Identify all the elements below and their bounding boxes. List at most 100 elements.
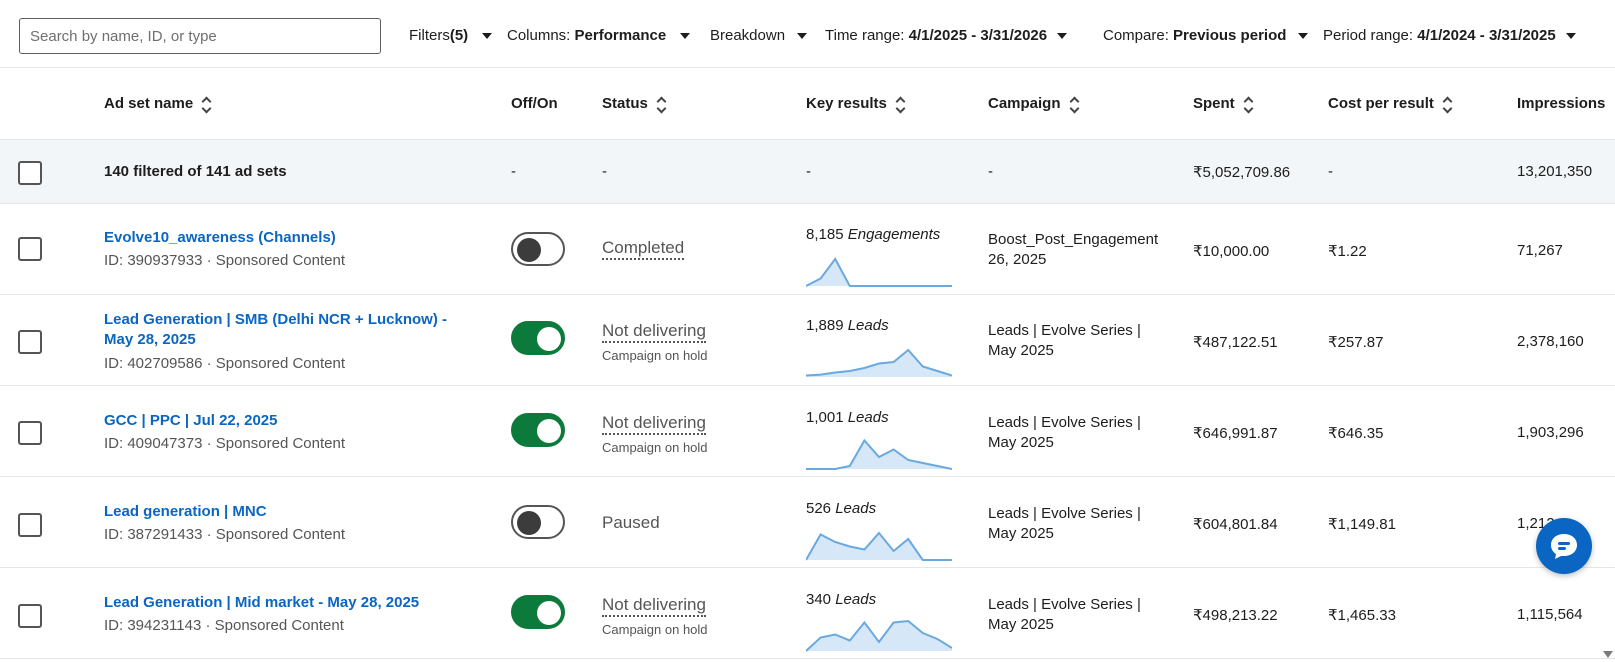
key-results-value: 8,185 Engagements — [806, 226, 940, 243]
status-text[interactable]: Not delivering — [602, 595, 706, 617]
time-range-value: 4/1/2025 - 3/31/2026 — [908, 27, 1048, 44]
ad-set-name-link[interactable]: Lead Generation | SMB (Delhi NCR + Luckn… — [104, 311, 447, 348]
spent-value: ₹487,122.51 — [1193, 334, 1278, 351]
ad-set-name-link[interactable]: GCC | PPC | Jul 22, 2025 — [104, 412, 278, 429]
column-header-ad-set-name[interactable]: Ad set name — [104, 95, 212, 114]
compare-label: Compare: — [1103, 27, 1169, 44]
sort-chevrons-icon — [895, 95, 906, 114]
sparkline-line — [806, 619, 952, 652]
key-results-value: 340 Leads — [806, 591, 876, 608]
key-results-value: 1,889 Leads — [806, 317, 889, 334]
summary-cost-per-result: - — [1328, 163, 1333, 180]
table-row[interactable]: Lead Generation | SMB (Delhi NCR + Luckn… — [0, 295, 1615, 386]
campaign-name: Leads | Evolve Series | May 2025 — [988, 322, 1141, 359]
table-row[interactable]: Lead Generation | Mid market - May 28, 2… — [0, 568, 1615, 659]
scroll-down-arrow-icon[interactable] — [1603, 651, 1613, 658]
column-header-key-results[interactable]: Key results — [806, 95, 906, 114]
key-results-number: 1,889 — [806, 317, 844, 334]
columns-value: Performance — [574, 27, 667, 44]
row-checkbox[interactable] — [18, 513, 42, 537]
toggle-knob — [537, 419, 561, 443]
column-header-impressions[interactable]: Impressions — [1517, 95, 1605, 112]
row-checkbox[interactable] — [18, 330, 42, 354]
status-text: Paused — [602, 513, 660, 532]
status-text[interactable]: Completed — [602, 238, 685, 260]
ad-set-toggle[interactable] — [511, 595, 565, 629]
filters-count: (5) — [449, 27, 469, 44]
ad-set-toggle[interactable] — [511, 232, 565, 266]
impressions-value: 1,903,296 — [1517, 424, 1584, 441]
cost-per-result-value: ₹1.22 — [1328, 243, 1367, 260]
ad-set-name-link[interactable]: Lead generation | MNC — [104, 503, 267, 520]
row-checkbox[interactable] — [18, 421, 42, 445]
column-header-status[interactable]: Status — [602, 95, 667, 114]
ad-set-name-link[interactable]: Lead Generation | Mid market - May 28, 2… — [104, 594, 420, 611]
period-range-dropdown[interactable]: Period range: 4/1/2024 - 3/31/2025 — [1323, 27, 1576, 44]
column-label: Status — [602, 95, 648, 112]
columns-dropdown[interactable]: Columns: Performance — [507, 27, 691, 44]
status-text[interactable]: Not delivering — [602, 413, 706, 435]
caret-down-icon — [1565, 32, 1576, 39]
breakdown-dropdown[interactable]: Breakdown — [710, 27, 808, 44]
toggle-knob — [537, 327, 561, 351]
key-results-number: 8,185 — [806, 226, 844, 243]
summary-label: 140 filtered of 141 ad sets — [104, 163, 287, 180]
chat-bubble-icon — [1551, 534, 1577, 559]
sparkline-line — [806, 531, 952, 561]
sparkline-line — [806, 348, 952, 377]
ad-set-meta: ID: 394231143 · Sponsored Content — [104, 617, 344, 634]
compare-dropdown[interactable]: Compare: Previous period — [1103, 27, 1309, 44]
key-results-sparkline — [806, 531, 952, 561]
sort-chevrons-icon — [656, 95, 667, 114]
key-results-sparkline — [806, 619, 952, 652]
ad-set-meta: ID: 390937933 · Sponsored Content — [104, 252, 346, 269]
spent-value: ₹498,213.22 — [1193, 607, 1278, 624]
table-row[interactable]: GCC | PPC | Jul 22, 2025 ID: 409047373 ·… — [0, 386, 1615, 477]
chat-button[interactable] — [1536, 518, 1592, 574]
spent-value: ₹10,000.00 — [1193, 243, 1270, 260]
period-range-label: Period range: — [1323, 27, 1414, 44]
table-row[interactable]: Lead generation | MNC ID: 387291433 · Sp… — [0, 477, 1615, 568]
spent-value: ₹646,991.87 — [1193, 425, 1278, 442]
select-all-checkbox[interactable] — [18, 161, 42, 185]
ad-set-toggle[interactable] — [511, 321, 565, 355]
time-range-label: Time range: — [825, 27, 905, 44]
breakdown-label: Breakdown — [710, 27, 786, 44]
sort-chevrons-icon — [201, 95, 212, 114]
campaign-name: Leads | Evolve Series | May 2025 — [988, 596, 1141, 633]
time-range-dropdown[interactable]: Time range: 4/1/2025 - 3/31/2026 — [825, 27, 1068, 44]
key-results-sparkline — [806, 257, 952, 287]
column-header-spent[interactable]: Spent — [1193, 95, 1254, 114]
column-label: Spent — [1193, 95, 1235, 112]
ad-set-toggle[interactable] — [511, 413, 565, 447]
summary-status: - — [602, 163, 607, 180]
table-row[interactable]: Evolve10_awareness (Channels) ID: 390937… — [0, 204, 1615, 295]
row-checkbox[interactable] — [18, 604, 42, 628]
status-text[interactable]: Not delivering — [602, 321, 706, 343]
ad-set-toggle[interactable] — [511, 505, 565, 539]
column-label: Impressions — [1517, 95, 1606, 112]
column-header-cost-per-result[interactable]: Cost per result — [1328, 95, 1453, 114]
search-input[interactable] — [19, 18, 381, 54]
sparkline-line — [806, 438, 952, 470]
column-header-campaign[interactable]: Campaign — [988, 95, 1079, 114]
cost-per-result-value: ₹257.87 — [1328, 334, 1384, 351]
status-subtext: Campaign on hold — [602, 348, 708, 363]
caret-down-icon — [1298, 32, 1309, 39]
key-results-unit: Leads — [835, 500, 877, 517]
key-results-number: 1,001 — [806, 409, 844, 426]
sparkline-area — [806, 621, 952, 651]
status-subtext: Campaign on hold — [602, 622, 708, 637]
impressions-value: 2,378,160 — [1517, 333, 1584, 350]
column-label: Cost per result — [1328, 95, 1434, 112]
key-results-sparkline — [806, 438, 952, 470]
row-checkbox[interactable] — [18, 237, 42, 261]
sparkline-area — [806, 533, 952, 560]
ad-set-meta: ID: 409047373 · Sponsored Content — [104, 435, 346, 452]
ad-set-name-link[interactable]: Evolve10_awareness (Channels) — [104, 229, 336, 246]
key-results-unit: Leads — [835, 591, 877, 608]
filters-dropdown[interactable]: Filters (5) — [409, 27, 493, 44]
cost-per-result-value: ₹1,465.33 — [1328, 607, 1396, 624]
impressions-value: 1,115,564 — [1517, 606, 1583, 623]
cost-per-result-value: ₹1,149.81 — [1328, 516, 1396, 533]
